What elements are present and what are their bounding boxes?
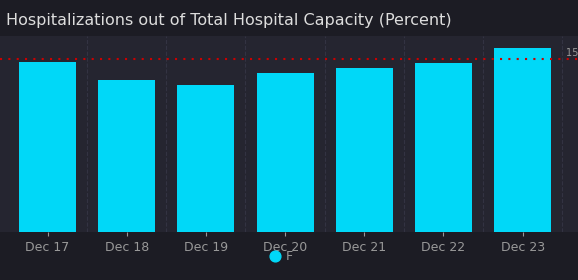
Bar (98, 80, 155, 232)
Bar (494, 48, 551, 232)
Text: F: F (286, 250, 293, 263)
Text: 15% Th: 15% Th (566, 48, 578, 58)
Bar (415, 63, 472, 232)
Bar (336, 67, 392, 232)
Bar (257, 73, 313, 232)
Bar (19, 62, 76, 232)
Bar (177, 85, 234, 232)
Text: Hospitalizations out of Total Hospital Capacity (Percent): Hospitalizations out of Total Hospital C… (6, 13, 451, 27)
